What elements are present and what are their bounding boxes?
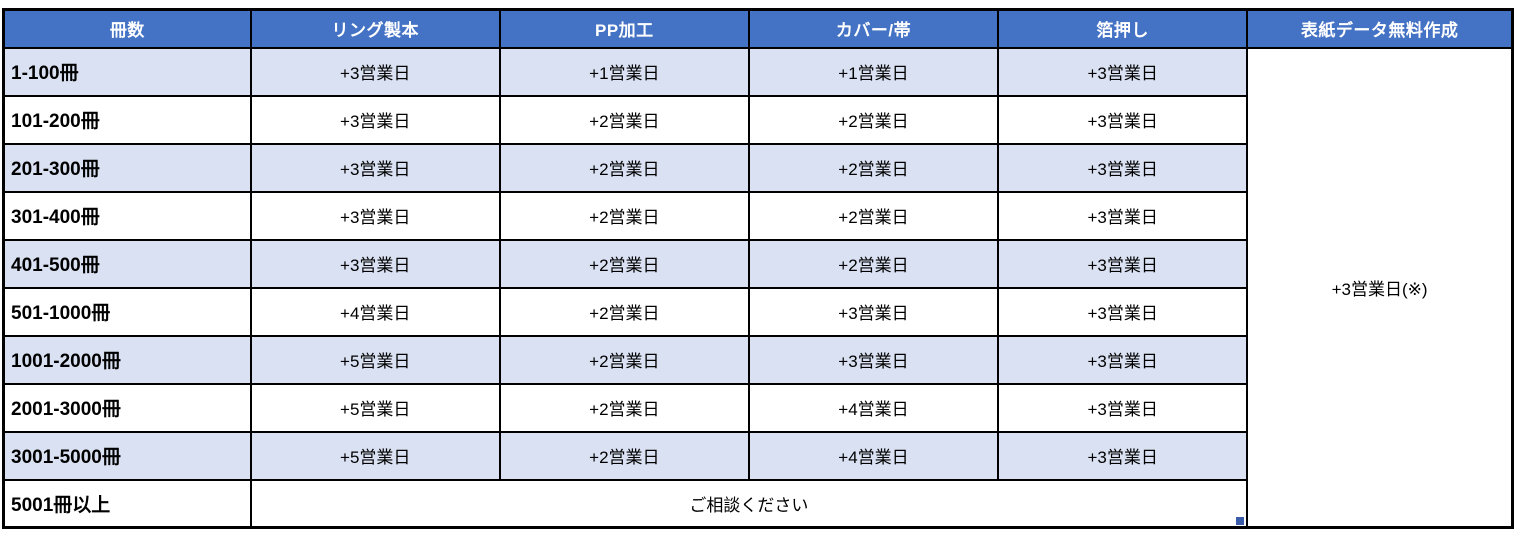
cover-obi-cell: +2営業日: [747, 238, 1000, 289]
column-header-ring-binding: リング製本: [249, 8, 501, 49]
cover-obi-cell: +4営業日: [747, 382, 1000, 433]
ring-binding-cell: +5営業日: [249, 382, 501, 433]
foil-stamping-cell: +3営業日: [997, 46, 1249, 97]
ring-binding-cell: +4営業日: [249, 286, 501, 337]
row-label: 5001冊以上: [2, 478, 252, 529]
cover-data-note: +3営業日(※): [1331, 279, 1428, 299]
column-header-quantity: 冊数: [2, 8, 252, 49]
cover-obi-cell: +2営業日: [747, 190, 1000, 241]
cover-obi-cell: +4営業日: [747, 430, 1000, 481]
cover-obi-cell: +2営業日: [747, 94, 1000, 145]
ring-binding-cell: +5営業日: [249, 334, 501, 385]
column-header-cover-data: 表紙データ無料作成: [1246, 8, 1514, 49]
row-label: 501-1000冊: [2, 286, 252, 337]
pp-coating-cell: +2営業日: [498, 430, 750, 481]
table-row: 1001-2000冊 +5営業日 +2営業日 +3営業日 +3営業日: [2, 334, 1513, 385]
lead-time-table: 冊数 リング製本 PP加工 カバー/帯 箔押し 表紙データ無料作成 1-100冊…: [2, 8, 1514, 529]
row-label: 101-200冊: [2, 94, 252, 145]
ring-binding-cell: +3営業日: [249, 94, 501, 145]
pp-coating-cell: +2営業日: [498, 382, 750, 433]
foil-stamping-cell: +3営業日: [997, 238, 1249, 289]
pp-coating-cell: +2営業日: [498, 94, 750, 145]
row-label: 1-100冊: [2, 46, 252, 97]
table-row: 1-100冊 +3営業日 +1営業日 +1営業日 +3営業日 +3営業日(※): [2, 46, 1514, 529]
consult-merged-cell: ご相談ください: [249, 478, 1249, 529]
cover-data-merged-cell: +3営業日(※): [1246, 46, 1514, 529]
ring-binding-cell: +3営業日: [249, 238, 501, 289]
consult-message: ご相談ください: [689, 495, 809, 515]
header-row: 冊数 リング製本 PP加工 カバー/帯 箔押し 表紙データ無料作成: [2, 8, 1514, 49]
pp-coating-cell: +2営業日: [498, 190, 750, 241]
column-header-pp-coating: PP加工: [498, 8, 750, 49]
ring-binding-cell: +5営業日: [249, 430, 501, 481]
row-label: 2001-3000冊: [2, 382, 252, 433]
pp-coating-cell: +2営業日: [498, 286, 750, 337]
table-row: 3001-5000冊 +5営業日 +2営業日 +4営業日 +3営業日: [2, 430, 1513, 481]
foil-stamping-cell: +3営業日: [997, 142, 1249, 193]
foil-stamping-cell: +3営業日: [997, 430, 1249, 481]
row-label: 301-400冊: [2, 190, 252, 241]
pp-coating-cell: +2営業日: [498, 334, 750, 385]
table-row: 501-1000冊 +4営業日 +2営業日 +3営業日 +3営業日: [2, 286, 1513, 337]
pp-coating-cell: +2営業日: [498, 238, 750, 289]
fill-handle[interactable]: [1236, 517, 1245, 525]
cover-obi-cell: +1営業日: [747, 46, 1000, 97]
foil-stamping-cell: +3営業日: [997, 286, 1249, 337]
ring-binding-cell: +3営業日: [249, 142, 501, 193]
table-row-consult: 5001冊以上 ご相談ください: [2, 478, 1513, 529]
cover-obi-cell: +3営業日: [747, 286, 1000, 337]
foil-stamping-cell: +3営業日: [997, 94, 1249, 145]
pp-coating-cell: +1営業日: [498, 46, 750, 97]
foil-stamping-cell: +3営業日: [997, 334, 1249, 385]
foil-stamping-cell: +3営業日: [997, 382, 1249, 433]
row-label: 3001-5000冊: [2, 430, 252, 481]
row-label: 1001-2000冊: [2, 334, 252, 385]
row-label: 201-300冊: [2, 142, 252, 193]
cover-obi-cell: +3営業日: [747, 334, 1000, 385]
ring-binding-cell: +3営業日: [249, 190, 501, 241]
table-row: 2001-3000冊 +5営業日 +2営業日 +4営業日 +3営業日: [2, 382, 1513, 433]
pp-coating-cell: +2営業日: [498, 142, 750, 193]
ring-binding-cell: +3営業日: [249, 46, 501, 97]
table-row: 201-300冊 +3営業日 +2営業日 +2営業日 +3営業日: [2, 142, 1513, 193]
foil-stamping-cell: +3営業日: [997, 190, 1249, 241]
cover-obi-cell: +2営業日: [747, 142, 1000, 193]
column-header-foil-stamping: 箔押し: [997, 8, 1249, 49]
column-header-cover-obi: カバー/帯: [747, 8, 1000, 49]
row-label: 401-500冊: [2, 238, 252, 289]
